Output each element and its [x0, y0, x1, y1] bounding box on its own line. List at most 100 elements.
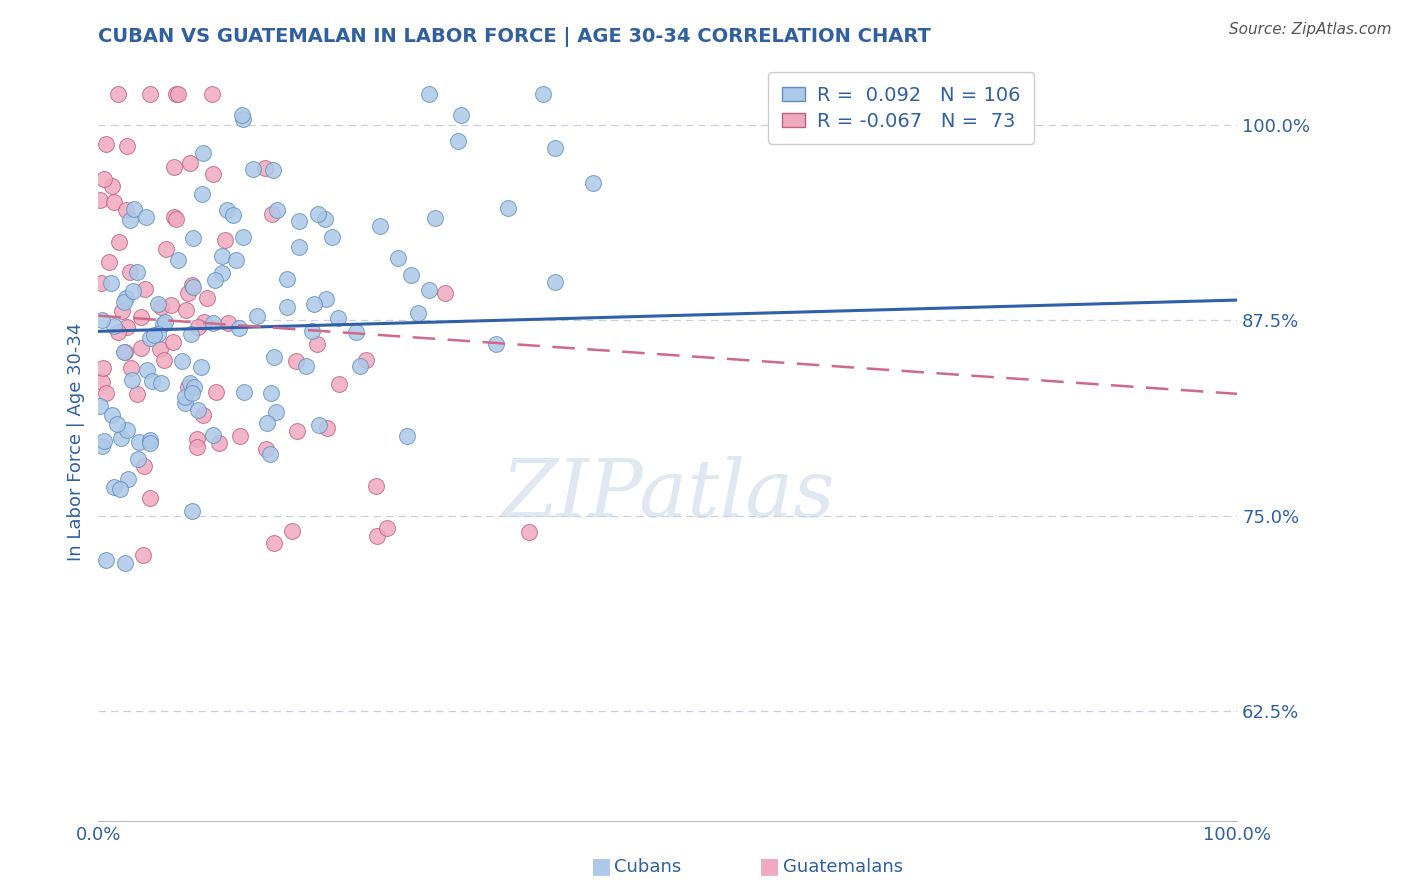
- Text: ZIPatlas: ZIPatlas: [501, 456, 835, 533]
- Point: [433, 285, 456, 300]
- Point: [152, 353, 174, 368]
- Y-axis label: In Labor Force | Age 30-34: In Labor Force | Age 30-34: [66, 322, 84, 561]
- Text: Guatemalans: Guatemalans: [783, 858, 903, 876]
- Point: [418, 283, 440, 297]
- Point: [354, 352, 377, 367]
- Point: [94, 553, 117, 567]
- Point: [173, 390, 195, 404]
- Point: [262, 163, 284, 178]
- Point: [208, 436, 231, 450]
- Point: [582, 176, 605, 190]
- Point: [103, 480, 125, 494]
- Point: [96, 136, 118, 151]
- Point: [155, 243, 177, 257]
- Point: [90, 277, 112, 291]
- Point: [139, 491, 162, 505]
- Point: [307, 207, 329, 221]
- Point: [115, 292, 138, 306]
- Point: [544, 141, 567, 155]
- Point: [368, 219, 391, 234]
- Point: [217, 317, 239, 331]
- Point: [91, 375, 114, 389]
- Legend: R =  0.092   N = 106, R = -0.067   N =  73: R = 0.092 N = 106, R = -0.067 N = 73: [768, 72, 1033, 145]
- Point: [231, 108, 253, 122]
- Point: [418, 87, 440, 101]
- Point: [180, 278, 202, 293]
- Point: [232, 112, 254, 127]
- Point: [186, 441, 208, 455]
- Point: [177, 286, 200, 301]
- Point: [115, 423, 138, 437]
- Point: [222, 208, 245, 222]
- Point: [135, 210, 157, 224]
- Point: [129, 342, 152, 356]
- Point: [118, 213, 141, 227]
- Point: [787, 87, 810, 101]
- Point: [139, 433, 162, 447]
- Point: [187, 319, 209, 334]
- Point: [204, 273, 226, 287]
- Point: [266, 405, 288, 419]
- Point: [98, 255, 121, 269]
- Point: [180, 326, 202, 341]
- Point: [180, 504, 202, 518]
- Point: [201, 87, 224, 101]
- Text: Source: ZipAtlas.com: Source: ZipAtlas.com: [1229, 22, 1392, 37]
- Point: [152, 317, 174, 331]
- Point: [375, 521, 398, 535]
- Point: [100, 277, 122, 291]
- Point: [172, 354, 194, 368]
- Point: [89, 193, 111, 207]
- Point: [105, 417, 128, 432]
- Point: [117, 472, 139, 486]
- Text: ■: ■: [591, 856, 612, 876]
- Text: ■: ■: [759, 856, 780, 876]
- Point: [242, 161, 264, 176]
- Point: [263, 350, 285, 364]
- Point: [344, 325, 367, 339]
- Point: [259, 447, 281, 461]
- Point: [120, 361, 142, 376]
- Point: [225, 252, 247, 267]
- Point: [141, 374, 163, 388]
- Point: [228, 321, 250, 335]
- Point: [149, 300, 172, 314]
- Point: [115, 139, 138, 153]
- Point: [214, 233, 236, 247]
- Point: [302, 297, 325, 311]
- Point: [135, 362, 157, 376]
- Point: [450, 108, 472, 122]
- Point: [112, 344, 135, 359]
- Point: [263, 536, 285, 550]
- Point: [364, 479, 387, 493]
- Point: [89, 400, 111, 414]
- Point: [129, 310, 152, 324]
- Point: [228, 428, 250, 442]
- Point: [180, 385, 202, 400]
- Point: [114, 345, 136, 359]
- Point: [122, 202, 145, 216]
- Point: [94, 385, 117, 400]
- Point: [485, 337, 508, 351]
- Point: [387, 251, 409, 265]
- Point: [138, 435, 160, 450]
- Point: [139, 87, 162, 101]
- Point: [287, 214, 309, 228]
- Point: [146, 297, 169, 311]
- Point: [127, 386, 149, 401]
- Point: [211, 249, 233, 263]
- Point: [118, 265, 141, 279]
- Point: [115, 203, 138, 218]
- Point: [153, 316, 176, 330]
- Point: [181, 231, 204, 245]
- Point: [187, 402, 209, 417]
- Point: [253, 161, 276, 176]
- Point: [190, 359, 212, 374]
- Point: [256, 416, 278, 430]
- Point: [287, 239, 309, 253]
- Point: [321, 229, 343, 244]
- Point: [108, 482, 131, 496]
- Point: [315, 292, 337, 306]
- Point: [395, 429, 418, 443]
- Point: [246, 309, 269, 323]
